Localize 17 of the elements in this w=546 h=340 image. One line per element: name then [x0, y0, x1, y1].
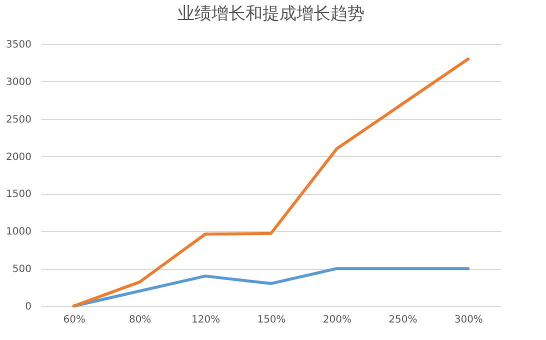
x-tick-label: 60%	[63, 314, 86, 326]
y-tick-label: 3000	[6, 76, 32, 88]
y-tick-label: 2000	[6, 152, 32, 163]
y-tick-label: 0	[25, 302, 32, 312]
x-tick-label: 150%	[257, 314, 286, 326]
x-tick-label: 300%	[454, 314, 483, 326]
x-tick-label: 200%	[322, 314, 352, 326]
x-tick-label: 120%	[191, 314, 220, 326]
x-tick-label: 80%	[128, 314, 152, 326]
line-series	[72, 57, 470, 308]
x-tick-label: 250%	[388, 314, 418, 326]
y-tick-label: 1500	[6, 189, 32, 200]
y-tick-label: 500	[12, 264, 32, 276]
y-tick-label: 2500	[6, 114, 32, 126]
y-tick-label: 1000	[6, 226, 32, 238]
chart-title: 业绩增长和提成增长趋势	[178, 4, 364, 24]
y-tick-label: 3500	[6, 40, 32, 50]
